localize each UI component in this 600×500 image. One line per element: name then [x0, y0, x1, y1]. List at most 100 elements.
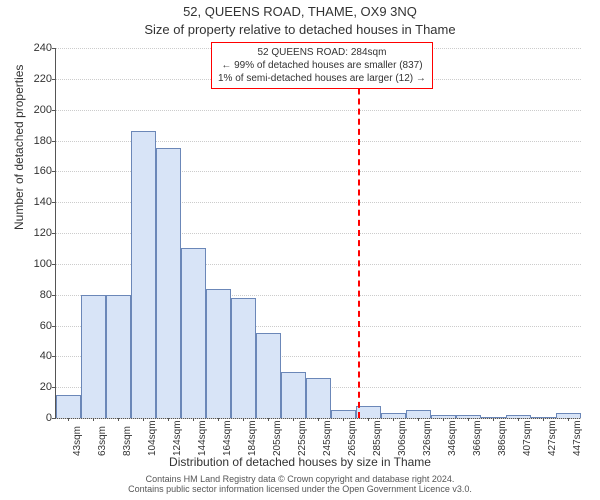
annot-line3: 1% of semi-detached houses are larger (1… — [218, 73, 426, 84]
histogram-bar — [431, 415, 456, 418]
xtick-label: 83sqm — [122, 426, 133, 456]
xtick-mark — [518, 418, 519, 421]
histogram-bar — [56, 395, 81, 418]
xtick-label: 144sqm — [197, 420, 208, 456]
ytick-mark — [52, 110, 55, 111]
xtick-label: 205sqm — [272, 420, 283, 456]
annotation-box: 52 QUEENS ROAD: 284sqm ← 99% of detached … — [211, 42, 433, 89]
xtick-label: 63sqm — [97, 426, 108, 456]
histogram-bar — [456, 415, 481, 418]
histogram-bar — [131, 131, 156, 418]
ytick-label: 160 — [22, 165, 52, 177]
xtick-label: 285sqm — [372, 420, 383, 456]
ytick-label: 180 — [22, 135, 52, 147]
histogram-bar — [206, 289, 231, 419]
xtick-label: 43sqm — [72, 426, 83, 456]
ytick-label: 240 — [22, 42, 52, 54]
ytick-mark — [52, 202, 55, 203]
xtick-label: 225sqm — [297, 420, 308, 456]
ytick-label: 200 — [22, 104, 52, 116]
xtick-label: 265sqm — [347, 420, 358, 456]
plot-area: 52 QUEENS ROAD: 284sqm ← 99% of detached … — [55, 48, 581, 419]
xtick-label: 407sqm — [522, 420, 533, 456]
ytick-mark — [52, 233, 55, 234]
gridline-h — [56, 110, 581, 111]
footer-attribution: Contains HM Land Registry data © Crown c… — [0, 474, 600, 495]
histogram-bar — [81, 295, 106, 418]
xtick-label: 124sqm — [172, 420, 183, 456]
xtick-label: 346sqm — [447, 420, 458, 456]
xtick-label: 164sqm — [222, 420, 233, 456]
xtick-mark — [418, 418, 419, 421]
ytick-label: 40 — [22, 350, 52, 362]
xtick-mark — [218, 418, 219, 421]
xtick-mark — [268, 418, 269, 421]
histogram-bar — [256, 333, 281, 418]
annot-line2: ← 99% of detached houses are smaller (83… — [221, 60, 422, 71]
xtick-mark — [468, 418, 469, 421]
xtick-mark — [368, 418, 369, 421]
ytick-label: 120 — [22, 227, 52, 239]
x-axis-title: Distribution of detached houses by size … — [0, 455, 600, 469]
ytick-label: 0 — [22, 412, 52, 424]
histogram-bar — [231, 298, 256, 418]
ytick-label: 20 — [22, 381, 52, 393]
reference-line — [358, 48, 360, 418]
xtick-label: 184sqm — [247, 420, 258, 456]
ytick-mark — [52, 48, 55, 49]
xtick-label: 366sqm — [472, 420, 483, 456]
xtick-label: 104sqm — [147, 420, 158, 456]
ytick-mark — [52, 418, 55, 419]
footer-line2: Contains public sector information licen… — [128, 484, 472, 494]
xtick-mark — [93, 418, 94, 421]
histogram-bar — [306, 378, 331, 418]
xtick-mark — [343, 418, 344, 421]
xtick-mark — [443, 418, 444, 421]
footer-line1: Contains HM Land Registry data © Crown c… — [146, 474, 455, 484]
histogram-bar — [406, 410, 431, 418]
chart-title-main: 52, QUEENS ROAD, THAME, OX9 3NQ — [0, 4, 600, 19]
histogram-bar — [181, 248, 206, 418]
histogram-bar — [381, 413, 406, 418]
xtick-label: 386sqm — [497, 420, 508, 456]
xtick-mark — [118, 418, 119, 421]
xtick-mark — [68, 418, 69, 421]
ytick-label: 60 — [22, 320, 52, 332]
xtick-mark — [543, 418, 544, 421]
xtick-mark — [493, 418, 494, 421]
ytick-mark — [52, 264, 55, 265]
annot-line1: 52 QUEENS ROAD: 284sqm — [257, 47, 386, 58]
xtick-mark — [168, 418, 169, 421]
xtick-mark — [243, 418, 244, 421]
chart-title-sub: Size of property relative to detached ho… — [0, 22, 600, 37]
ytick-mark — [52, 171, 55, 172]
histogram-bar — [481, 417, 506, 418]
gridline-h — [56, 418, 581, 419]
ytick-mark — [52, 295, 55, 296]
ytick-label: 100 — [22, 258, 52, 270]
xtick-label: 447sqm — [572, 420, 583, 456]
xtick-mark — [193, 418, 194, 421]
xtick-mark — [143, 418, 144, 421]
xtick-mark — [393, 418, 394, 421]
xtick-mark — [293, 418, 294, 421]
xtick-mark — [318, 418, 319, 421]
xtick-label: 306sqm — [397, 420, 408, 456]
ytick-mark — [52, 387, 55, 388]
ytick-mark — [52, 356, 55, 357]
xtick-label: 427sqm — [547, 420, 558, 456]
histogram-bar — [506, 415, 531, 418]
ytick-label: 80 — [22, 289, 52, 301]
histogram-bar — [556, 413, 581, 418]
histogram-bar — [106, 295, 131, 418]
ytick-label: 220 — [22, 73, 52, 85]
xtick-label: 326sqm — [422, 420, 433, 456]
xtick-label: 245sqm — [322, 420, 333, 456]
ytick-mark — [52, 326, 55, 327]
xtick-mark — [568, 418, 569, 421]
histogram-bar — [156, 148, 181, 418]
histogram-bar — [531, 417, 556, 418]
ytick-mark — [52, 79, 55, 80]
ytick-mark — [52, 141, 55, 142]
chart-container: 52, QUEENS ROAD, THAME, OX9 3NQ Size of … — [0, 0, 600, 500]
